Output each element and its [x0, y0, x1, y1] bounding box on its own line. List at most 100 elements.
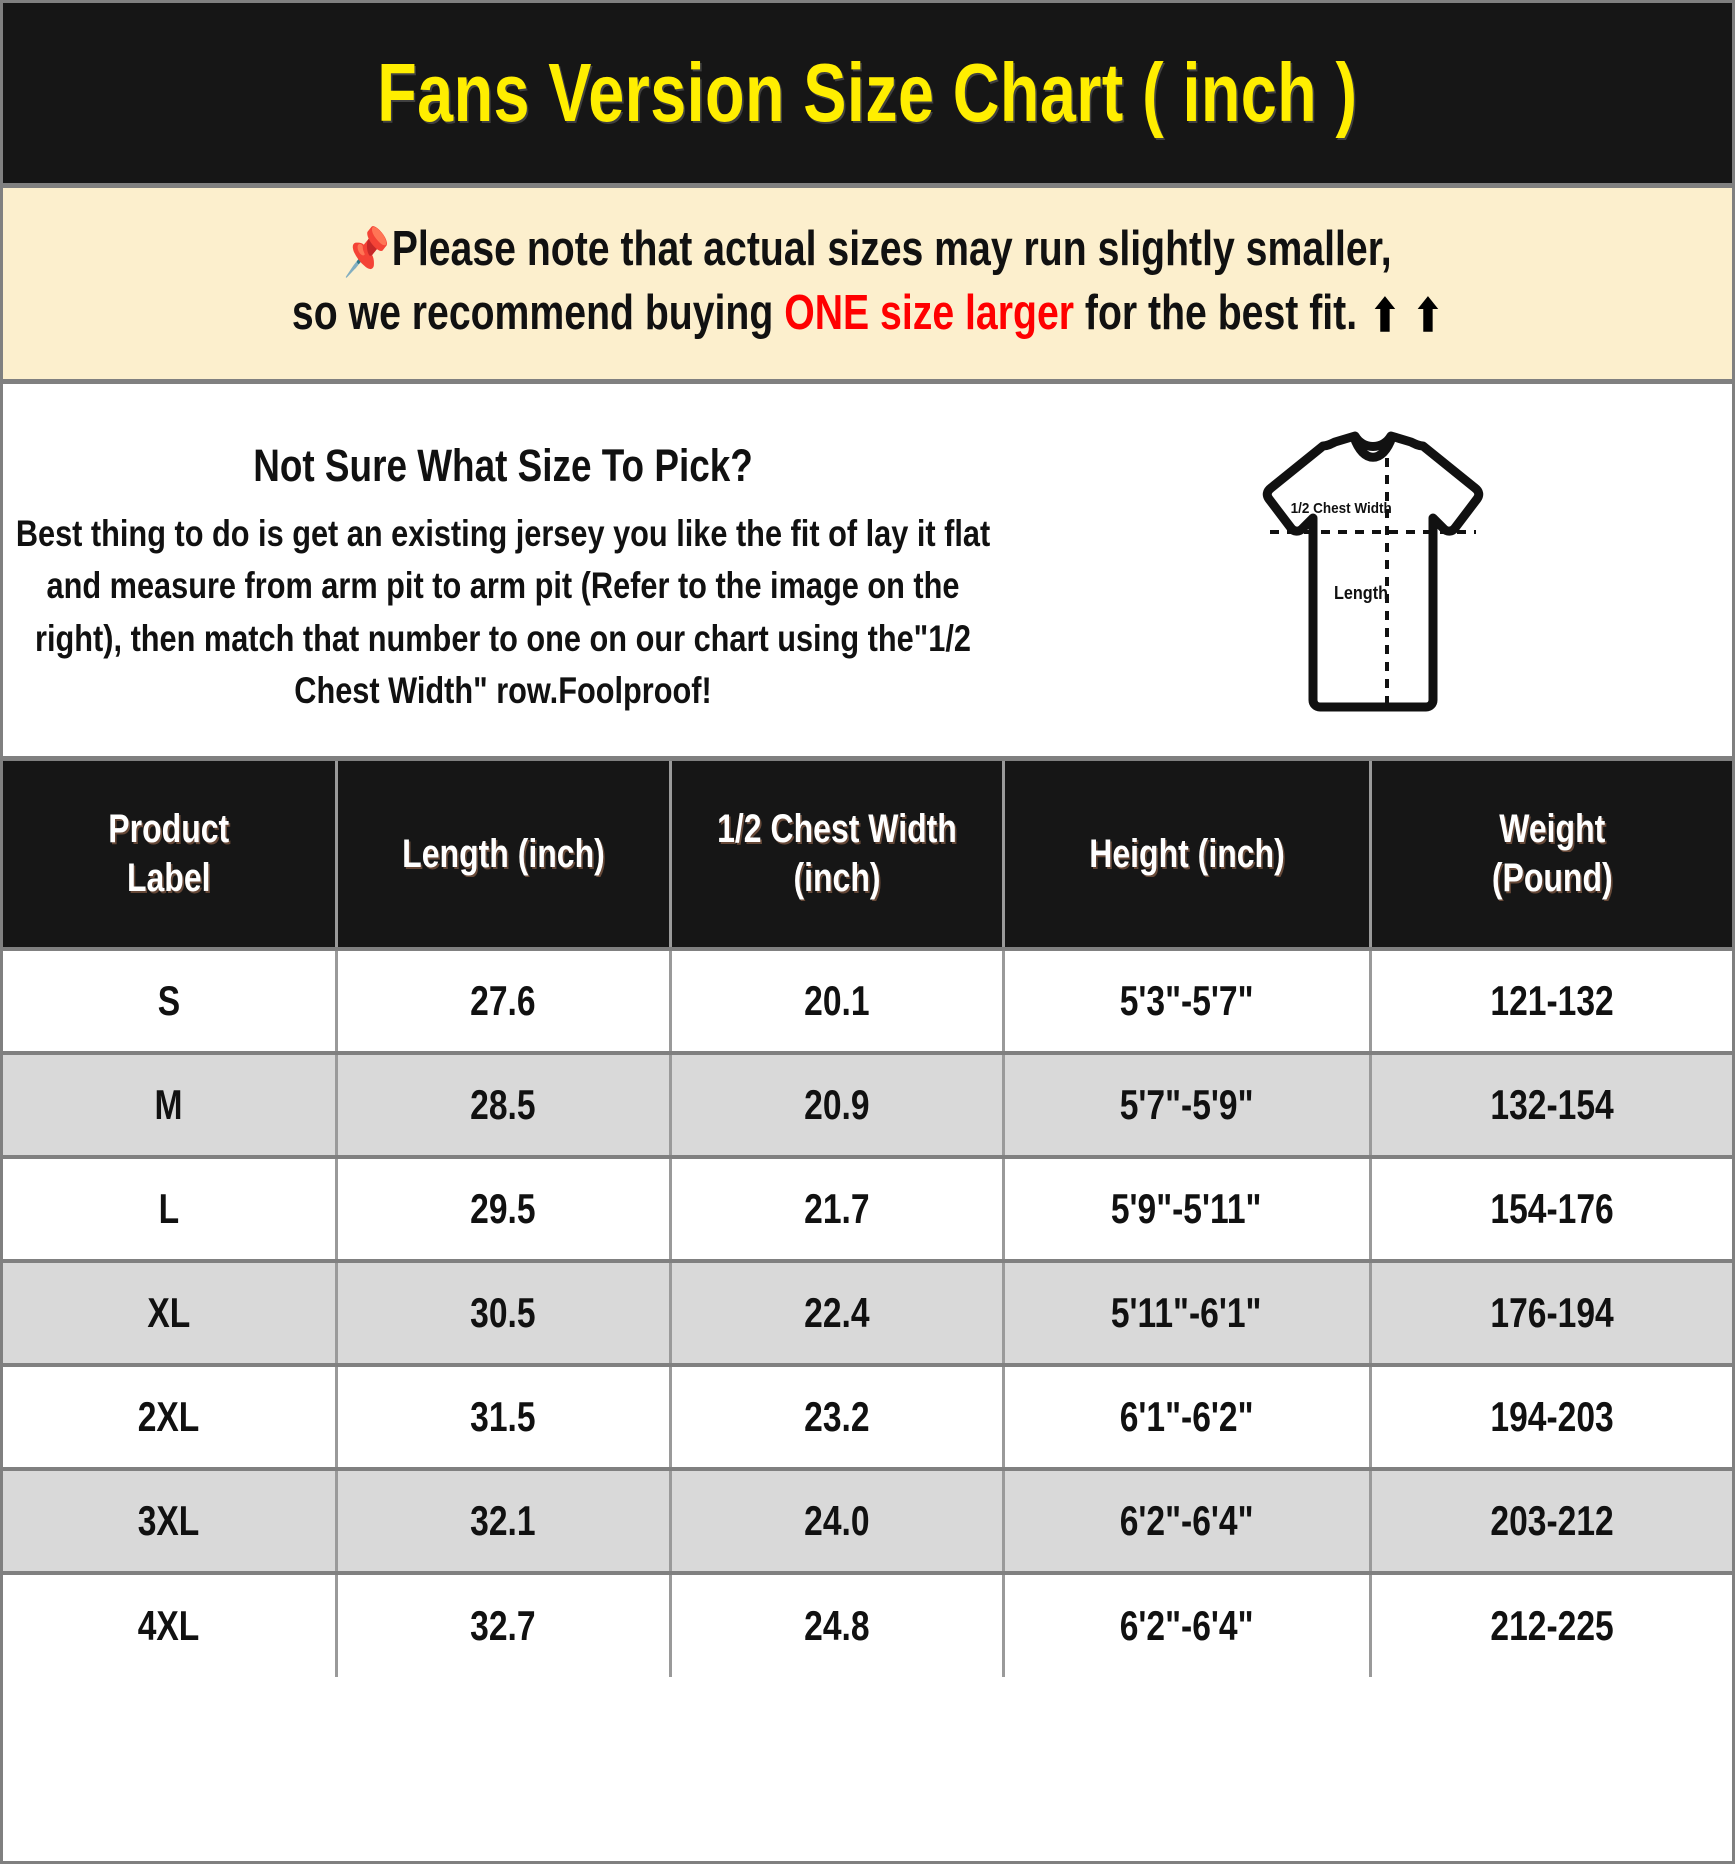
info-body-line-4: Chest Width" row.Foolproof! [294, 670, 712, 712]
notice-banner: 📌Please note that actual sizes may run s… [3, 188, 1732, 384]
column-header-line: Label [126, 856, 211, 900]
cell-height: 5'9"-5'11" [1003, 1157, 1372, 1263]
cell-text: 23.2 [803, 1393, 870, 1440]
info-text-block: Not Sure What Size To Pick? Best thing t… [3, 424, 1013, 718]
cell-height: 5'7"-5'9" [1003, 1053, 1372, 1159]
cell-length: 29.5 [336, 1157, 672, 1263]
cell-length: 32.7 [336, 1573, 672, 1677]
cell-text: 6'1"-6'2" [1119, 1393, 1254, 1440]
cell-text: 5'3"-5'7" [1119, 977, 1254, 1024]
cell-text: 5'7"-5'9" [1119, 1081, 1254, 1128]
info-section: Not Sure What Size To Pick? Best thing t… [3, 384, 1732, 761]
cell-text: 176-194 [1490, 1289, 1614, 1336]
length-label: Length [1333, 582, 1388, 603]
cell-text: XL [147, 1289, 191, 1336]
info-body-line-1: Best thing to do is get an existing jers… [15, 512, 991, 554]
cell-text: 30.5 [470, 1289, 536, 1336]
column-header-chest-width: 1/2 Chest Width (inch) [670, 761, 1005, 951]
cell-text: 132-154 [1490, 1081, 1614, 1128]
cell-length: 28.5 [336, 1053, 672, 1159]
notice-line-2: so we recommend buying ONE size larger f… [176, 282, 1559, 345]
cell-height: 6'2"-6'4" [1003, 1469, 1372, 1575]
column-header-weight: Weight (Pound) [1370, 761, 1732, 951]
info-body-line-3: right), then match that number to one on… [35, 617, 971, 659]
column-header-line: (inch) [792, 856, 881, 900]
cell-text: S [157, 977, 180, 1024]
arrow-up-icon-1: ⬆ [1369, 290, 1401, 342]
cell-text: 6'2"-6'4" [1119, 1497, 1254, 1544]
table-row: XL 30.5 22.4 5'11"-6'1" 176-194 [3, 1261, 1732, 1367]
table-header: Product Label Length (inch) 1/2 Chest Wi… [3, 761, 1732, 951]
cell-chest-width: 22.4 [670, 1261, 1005, 1367]
cell-length: 31.5 [336, 1365, 672, 1471]
table-row: M 28.5 20.9 5'7"-5'9" 132-154 [3, 1053, 1732, 1159]
cell-weight: 132-154 [1370, 1053, 1732, 1159]
column-header-line: 1/2 Chest Width [716, 807, 957, 852]
cell-length: 27.6 [336, 949, 672, 1055]
diagram-block: 1/2 Chest Width Length [1013, 424, 1732, 718]
cell-text: 203-212 [1490, 1497, 1614, 1544]
cell-text: 27.6 [470, 977, 536, 1024]
cell-weight: 121-132 [1370, 949, 1732, 1055]
arrow-up-icon-2: ⬆ [1412, 290, 1444, 342]
cell-height: 6'1"-6'2" [1003, 1365, 1372, 1471]
column-header-height: Height (inch) [1003, 761, 1372, 951]
tshirt-measurement-diagram: 1/2 Chest Width Length [1223, 428, 1523, 718]
column-header-length: Length (inch) [336, 761, 672, 951]
cell-weight: 176-194 [1370, 1261, 1732, 1367]
cell-product-label: S [3, 949, 338, 1055]
column-header-line: Length (inch) [401, 831, 605, 876]
table-header-row: Product Label Length (inch) 1/2 Chest Wi… [3, 761, 1732, 951]
cell-text: 29.5 [470, 1185, 536, 1232]
cell-text: 5'9"-5'11" [1111, 1185, 1262, 1232]
column-header-line: Weight [1498, 807, 1605, 852]
cell-text: 28.5 [470, 1081, 536, 1128]
notice-highlight: ONE size larger [784, 286, 1074, 341]
table-body: S 27.6 20.1 5'3"-5'7" 121-132 M 28.5 20.… [3, 949, 1732, 1677]
notice-line-1-text: Please note that actual sizes may run sl… [391, 222, 1392, 276]
table-row: 4XL 32.7 24.8 6'2"-6'4" 212-225 [3, 1573, 1732, 1677]
cell-text: 32.1 [470, 1497, 536, 1544]
cell-text: 24.8 [803, 1602, 870, 1649]
table-row: 3XL 32.1 24.0 6'2"-6'4" 203-212 [3, 1469, 1732, 1575]
cell-product-label: L [3, 1157, 338, 1263]
cell-text: 4XL [137, 1602, 200, 1649]
column-header-line: Product [108, 807, 230, 852]
notice-line-1: 📌Please note that actual sizes may run s… [176, 218, 1559, 282]
cell-text: 24.0 [803, 1497, 870, 1544]
table-row: S 27.6 20.1 5'3"-5'7" 121-132 [3, 949, 1732, 1055]
cell-chest-width: 20.1 [670, 949, 1005, 1055]
cell-length: 30.5 [336, 1261, 672, 1367]
cell-text: 154-176 [1490, 1185, 1614, 1232]
cell-text: 22.4 [803, 1289, 870, 1336]
cell-text: L [158, 1185, 180, 1232]
cell-weight: 154-176 [1370, 1157, 1732, 1263]
cell-chest-width: 24.8 [670, 1573, 1005, 1677]
size-chart-table: Product Label Length (inch) 1/2 Chest Wi… [3, 761, 1732, 1677]
cell-text: 121-132 [1490, 977, 1614, 1024]
cell-product-label: M [3, 1053, 338, 1159]
column-header-product-label: Product Label [3, 761, 338, 951]
page-title: Fans Version Size Chart ( inch ) [377, 46, 1358, 139]
cell-text: 20.9 [803, 1081, 870, 1128]
tshirt-icon [1262, 431, 1483, 712]
cell-text: 21.7 [803, 1185, 870, 1232]
cell-text: 194-203 [1490, 1393, 1614, 1440]
cell-chest-width: 24.0 [670, 1469, 1005, 1575]
info-heading: Not Sure What Size To Pick? [253, 439, 753, 491]
info-body: Best thing to do is get an existing jers… [15, 508, 991, 718]
cell-chest-width: 23.2 [670, 1365, 1005, 1471]
cell-weight: 203-212 [1370, 1469, 1732, 1575]
cell-product-label: XL [3, 1261, 338, 1367]
column-header-line: Height (inch) [1088, 831, 1285, 876]
cell-product-label: 4XL [3, 1573, 338, 1677]
cell-chest-width: 21.7 [670, 1157, 1005, 1263]
cell-product-label: 3XL [3, 1469, 338, 1575]
cell-text: 31.5 [470, 1393, 536, 1440]
cell-product-label: 2XL [3, 1365, 338, 1471]
notice-line-2-suffix: for the best fit. [1074, 286, 1358, 341]
cell-height: 5'11"-6'1" [1003, 1261, 1372, 1367]
cell-weight: 212-225 [1370, 1573, 1732, 1677]
cell-length: 32.1 [336, 1469, 672, 1575]
